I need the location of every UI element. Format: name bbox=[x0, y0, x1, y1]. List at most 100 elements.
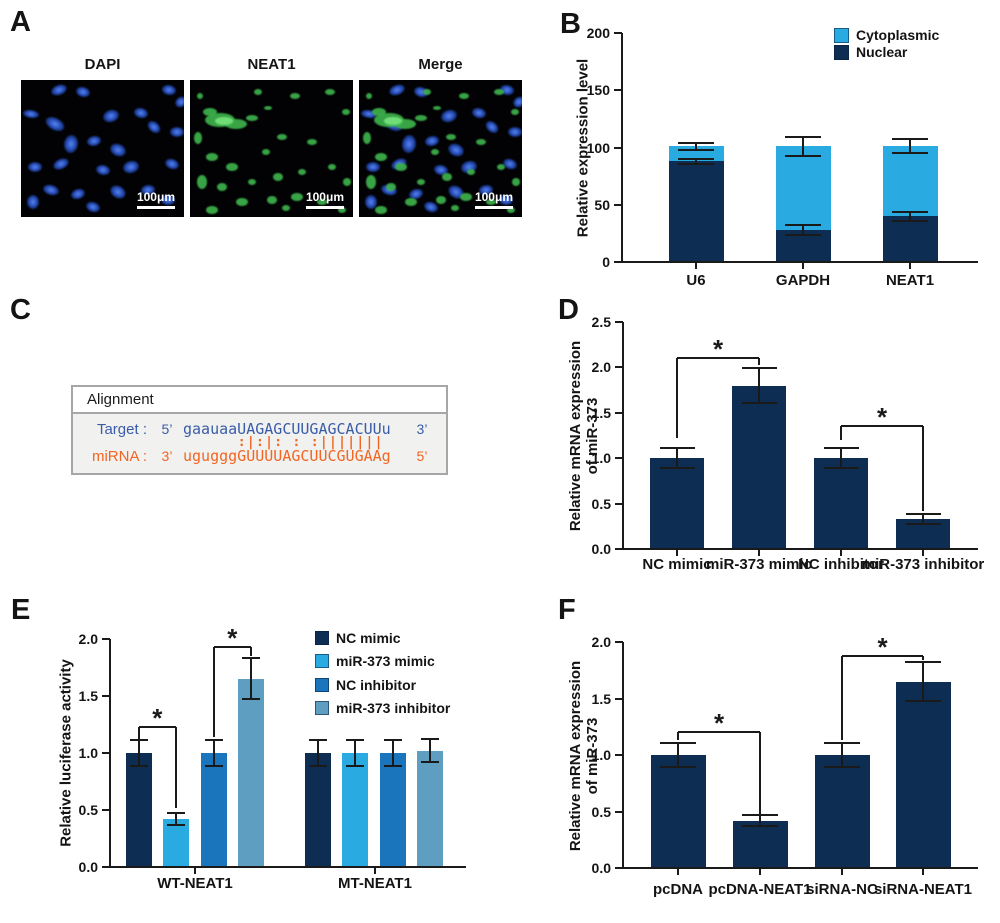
legend-label: Nuclear bbox=[856, 44, 908, 60]
error-bar-cap bbox=[129, 764, 148, 767]
error-bar-cap bbox=[905, 513, 941, 516]
microscopy-figure-dapi: DAPI 100μm bbox=[21, 56, 184, 217]
bar bbox=[200, 753, 227, 867]
y-tick-label: 0.5 bbox=[591, 495, 611, 512]
microscopy-title-neat1: NEAT1 bbox=[247, 56, 296, 73]
significance-star: * bbox=[227, 622, 238, 653]
bar bbox=[650, 458, 704, 549]
y-tick bbox=[615, 867, 623, 869]
error-bar-cap bbox=[742, 825, 778, 828]
legend-label: NC mimic bbox=[336, 630, 401, 646]
x-category-label: pcDNA bbox=[652, 881, 704, 898]
stacked-bar-segment bbox=[882, 216, 938, 262]
error-bar-cap bbox=[892, 138, 928, 141]
bar bbox=[895, 681, 951, 868]
scale-bar-label: 100μm bbox=[474, 191, 513, 209]
alignment-pairing-row: :|:|: : :||||||| bbox=[87, 435, 446, 450]
y-tick-label: 1.0 bbox=[78, 745, 98, 761]
x-category-label: miR-373 inhibitor bbox=[861, 556, 985, 573]
significance-star: * bbox=[876, 402, 888, 433]
legend-item: miR-373 inhibitor bbox=[315, 700, 450, 716]
x-tick bbox=[374, 868, 376, 874]
error-bar-line bbox=[429, 739, 431, 763]
merge-svg bbox=[359, 80, 522, 217]
x-category-label: siRNA-NEAT1 bbox=[873, 881, 973, 898]
error-bar-line bbox=[137, 740, 140, 766]
y-tick-label: 1.0 bbox=[591, 450, 611, 467]
alignment-box-title: Alignment bbox=[73, 387, 446, 414]
error-bar-cap bbox=[242, 698, 260, 701]
error-bar-cap bbox=[741, 401, 777, 404]
error-bar-cap bbox=[823, 467, 859, 470]
error-bar-cap bbox=[346, 739, 364, 742]
error-bar-cap bbox=[741, 367, 777, 370]
panel-label-c: C bbox=[10, 294, 31, 326]
error-bar-cap bbox=[421, 761, 439, 764]
bar bbox=[304, 753, 331, 867]
error-bar-line bbox=[922, 514, 924, 524]
x-tick bbox=[758, 550, 760, 556]
bar bbox=[238, 678, 264, 867]
legend-item: NC mimic bbox=[315, 630, 401, 646]
y-tick bbox=[614, 32, 622, 34]
y-tick-label: 1.0 bbox=[591, 747, 611, 763]
bar bbox=[814, 755, 870, 868]
y-tick bbox=[615, 457, 623, 460]
target-sequence: gaauaaUAGAGCUUGAGCACUUu bbox=[183, 420, 391, 438]
y-tick bbox=[102, 638, 110, 640]
error-bar-cap bbox=[383, 739, 402, 742]
y-tick-label: 1.5 bbox=[591, 690, 611, 707]
x-tick bbox=[676, 550, 678, 556]
significance-star: * bbox=[877, 631, 888, 662]
significance-star: * bbox=[713, 708, 725, 739]
error-bar-line bbox=[354, 740, 356, 766]
y-tick-label: 50 bbox=[594, 196, 610, 213]
error-bar-cap bbox=[421, 738, 439, 741]
sig-bracket bbox=[175, 726, 177, 808]
y-tick bbox=[615, 321, 623, 323]
sig-bracket bbox=[213, 645, 251, 648]
alignment-box: Alignment Target : 5’ gaauaaUAGAGCUUGAGC… bbox=[71, 385, 448, 475]
y-tick-label: 2.5 bbox=[591, 314, 611, 330]
scale-bar-label: 100μm bbox=[136, 191, 175, 209]
x-category-label: pcDNA-NEAT1 bbox=[708, 881, 812, 898]
y-axis-title: Relative luciferase activity bbox=[57, 659, 75, 847]
error-bar-cap bbox=[824, 741, 860, 744]
error-bar-line bbox=[909, 211, 911, 221]
error-bar-line bbox=[175, 813, 177, 825]
error-bar-line bbox=[802, 137, 804, 156]
pairing-symbols: :|:|: : :||||||| bbox=[183, 435, 393, 450]
error-bar-cap bbox=[346, 764, 364, 767]
bar bbox=[650, 755, 706, 868]
legend-swatch bbox=[834, 27, 849, 43]
y-tick-label: 1.5 bbox=[591, 404, 611, 421]
error-bar-cap bbox=[678, 162, 714, 165]
scale-bar-label: 100μm bbox=[305, 191, 344, 209]
target-prime-left: 5’ bbox=[161, 421, 173, 437]
y-tick bbox=[615, 810, 623, 813]
y-tick-label: 0 bbox=[602, 254, 610, 270]
legend-item: NC inhibitor bbox=[315, 677, 416, 693]
legend-swatch bbox=[315, 677, 329, 692]
panel-label-d: D bbox=[558, 294, 579, 326]
panel-label-a: A bbox=[10, 6, 31, 38]
error-bar-cap bbox=[678, 148, 714, 151]
mirna-label: miRNA : bbox=[91, 447, 147, 465]
y-tick bbox=[102, 809, 110, 811]
error-bar-cap bbox=[905, 522, 941, 525]
legend-swatch bbox=[315, 701, 329, 716]
legend-swatch bbox=[315, 631, 329, 645]
microscopy-title-merge: Merge bbox=[418, 56, 463, 73]
legend-item: Nuclear bbox=[834, 44, 907, 60]
y-tick bbox=[614, 261, 622, 263]
error-bar-line bbox=[677, 742, 679, 768]
y-tick bbox=[102, 695, 110, 697]
y-axis bbox=[621, 33, 623, 263]
x-category-label: NEAT1 bbox=[885, 272, 935, 289]
y-tick bbox=[615, 502, 623, 505]
stacked-bar-segment bbox=[668, 161, 724, 262]
x-category-label: GAPDH bbox=[775, 272, 831, 289]
y-tick-label: 2.0 bbox=[591, 634, 611, 650]
error-bar-line bbox=[676, 448, 678, 469]
